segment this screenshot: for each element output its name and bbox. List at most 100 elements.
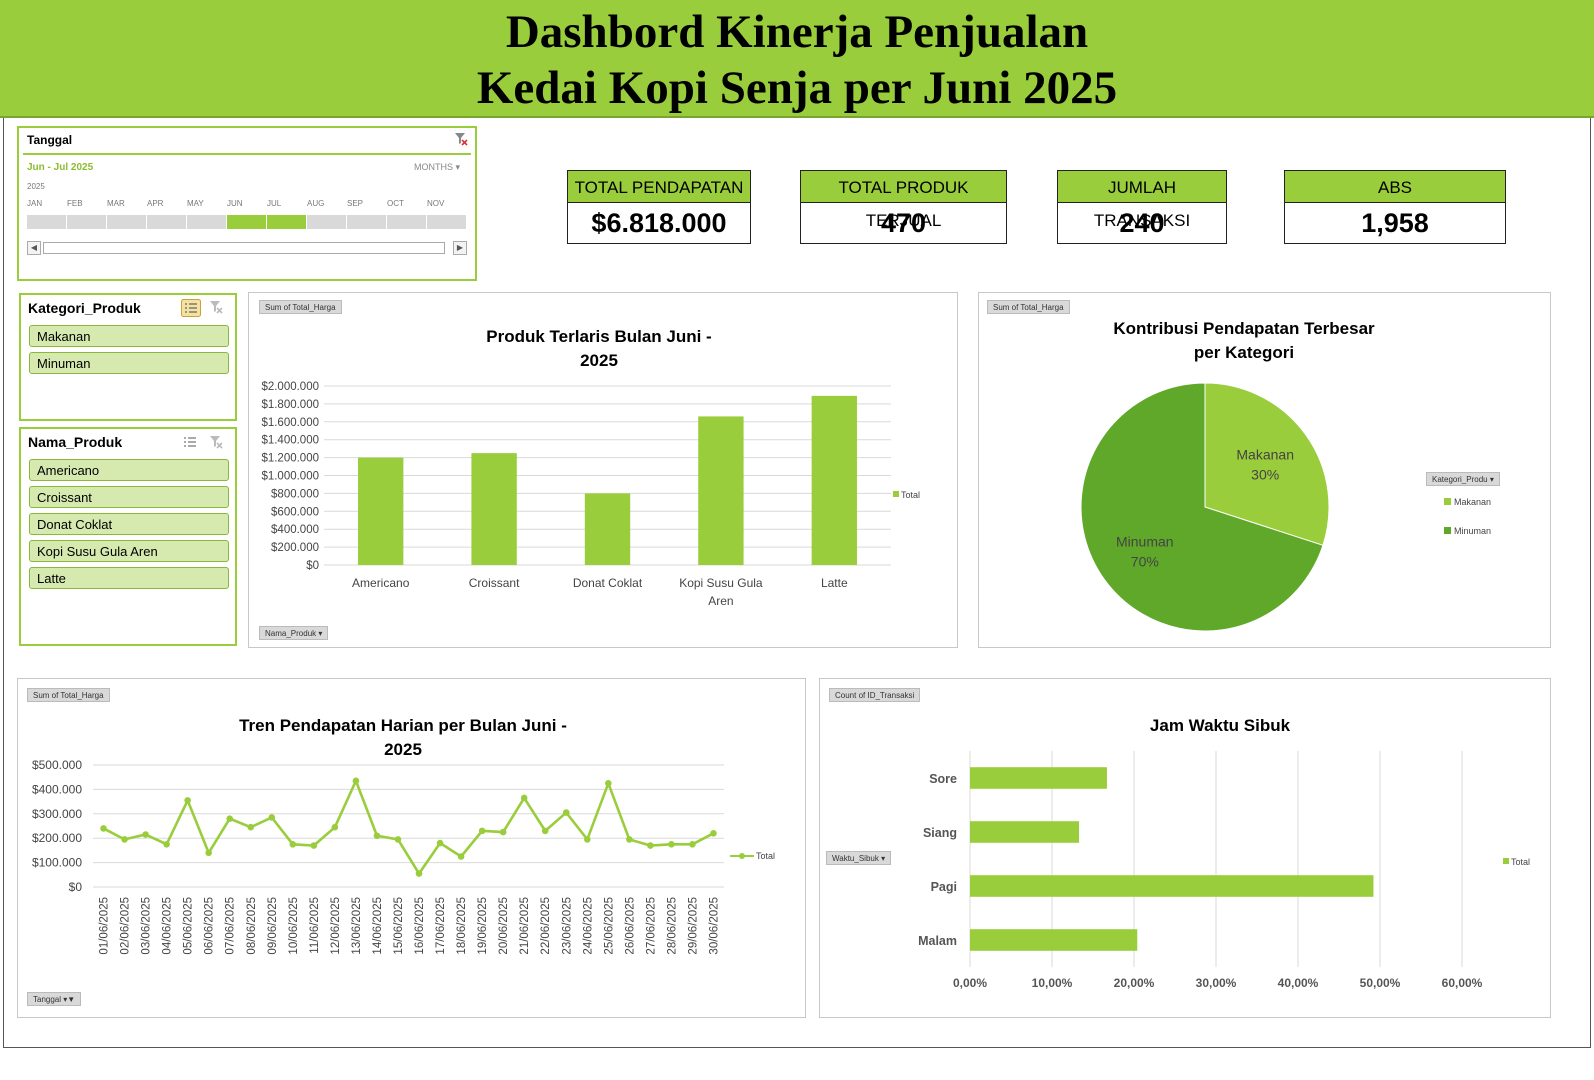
kpi-value: 470 [880,208,927,238]
chart-title-line2: per Kategori [1193,343,1295,362]
y-tick-label: $800.000 [271,488,319,500]
x-tick-label: 03/06/2025 [141,897,153,955]
chart-title-line2: 2025 [384,740,422,759]
filter-clear-icon[interactable] [454,132,468,146]
timeline-month-apr[interactable] [147,215,186,229]
bar-donat-coklat [584,493,631,565]
data-point [415,870,423,877]
x-tick-label: Latte [821,576,848,590]
data-point [226,815,234,822]
chart-title: Jam Waktu Sibuk [1149,716,1291,735]
kpi-value: 240 [1119,208,1165,238]
multi-select-icon[interactable] [181,299,201,317]
legend-label: Makanan [1454,497,1491,507]
legend-field-button[interactable]: Kategori_Produ ▾ [1426,472,1500,486]
axis-field-button[interactable]: Tanggal ▾▼ [27,992,82,1006]
filter-clear-icon[interactable] [209,435,223,449]
timeline-month-oct[interactable] [387,215,426,229]
x-tick-label: 23/06/2025 [561,897,573,955]
slicer-item-minuman[interactable]: Minuman [29,352,229,374]
value-field-button[interactable]: Sum of Total_Harga [987,300,1070,314]
slicer-item-kopi-susu-gula-aren[interactable]: Kopi Susu Gula Aren [29,540,229,562]
scroll-right-icon[interactable]: ▶ [453,241,467,255]
y-tick-label: $1.400.000 [261,435,319,447]
axis-field-button[interactable]: Waktu_Sibuk ▾ [826,851,892,865]
x-tick-label: 15/06/2025 [393,897,405,955]
multi-select-icon[interactable] [183,435,197,449]
timeline-year-label: 2025 [27,182,45,191]
filter-clear-icon[interactable] [209,300,223,314]
y-tick-label: $200.000 [32,831,82,845]
y-tick-label: $1.200.000 [261,453,319,465]
timeline-level-dropdown[interactable]: MONTHS ▾ [414,162,460,173]
x-tick-label: 07/06/2025 [225,897,237,955]
x-tick-label: Americano [352,576,410,590]
axis-field-label: Nama_Produk [265,629,317,638]
series-line-total [102,777,715,876]
tanggal-timeline-slicer[interactable]: Tanggal Jun - Jul 2025 MONTHS ▾ 2025 JAN… [17,126,477,281]
legend-label: Minuman [1454,526,1491,536]
x-tick-label: 05/06/2025 [183,897,195,955]
timeline-month-sep[interactable] [347,215,386,229]
x-tick-label: 26/06/2025 [624,897,636,955]
x-tick-label: 50,00% [1360,976,1401,990]
y-tick-label: $1.800.000 [261,399,319,411]
produk-terlaris-chart-panel: Sum of Total_Harga Produk Terlaris Bulan… [248,292,958,648]
kontribusi-kategori-chart-panel: Sum of Total_Harga Kontribusi Pendapatan… [978,292,1551,648]
timeline-month-label-may: MAY [187,199,204,208]
data-point [541,827,549,835]
x-tick-label: 29/06/2025 [687,897,699,955]
timeline-month-feb[interactable] [67,215,106,229]
slicer-item-croissant[interactable]: Croissant [29,486,229,508]
timeline-title: Tanggal [27,133,73,147]
slicer-item-latte[interactable]: Latte [29,567,229,589]
timeline-month-may[interactable] [187,215,226,229]
legend-label: Total [901,490,920,500]
timeline-month-label-sep: SEP [347,199,364,208]
value-field-button[interactable]: Sum of Total_Harga [27,688,110,702]
value-field-button[interactable]: Count of ID_Transaksi [829,688,921,702]
pie-slice-minuman [1080,382,1324,632]
timeline-scroll-track[interactable] [43,242,445,254]
timeline-month-label-jan: JAN [27,199,43,208]
slicer-item-donat-coklat[interactable]: Donat Coklat [29,513,229,535]
y-tick-label: $100.000 [32,856,82,870]
x-tick-label: 14/06/2025 [372,897,384,955]
bar-malam [970,929,1138,951]
timeline-month-jul[interactable] [267,215,306,229]
x-tick-label: 27/06/2025 [645,897,657,955]
y-tick-label: $0 [306,560,319,572]
y-tick-label: $200.000 [271,542,319,554]
timeline-month-aug[interactable] [307,215,346,229]
tren-pendapatan-line-chart: $0 $100.000 $200.000 $300.000 $400.000 $500.0… [32,758,775,955]
kategori-produk-slicer: Kategori_Produk Makanan Minuman [19,293,237,421]
data-point [499,828,507,836]
x-tick-label: 06/06/2025 [204,897,216,955]
x-tick-label: 20/06/2025 [498,897,510,955]
value-field-button[interactable]: Sum of Total_Harga [259,300,342,314]
axis-field-button[interactable]: Nama_Produk ▾ [259,626,329,640]
x-tick-label: 08/06/2025 [246,897,258,955]
slicer-item-makanan[interactable]: Makanan [29,325,229,347]
data-point [520,794,528,802]
scroll-left-icon[interactable]: ◀ [27,241,41,255]
data-point [689,841,696,848]
timeline-month-nov[interactable] [427,215,466,229]
timeline-month-jun[interactable] [227,215,266,229]
legend-field-label: Kategori_Produ [1432,475,1488,484]
data-point [163,841,170,848]
legend-swatch [1503,858,1509,864]
timeline-month-label-jun: JUN [227,199,243,208]
bar-croissant [471,453,517,565]
timeline-scrollbar[interactable]: ◀ ▶ [27,241,467,255]
dropdown-arrow-icon: ▾ [318,629,323,638]
timeline-month-jan[interactable] [27,215,66,229]
pie-label-percent: 70% [1131,554,1159,570]
x-tick-label: 21/06/2025 [519,897,531,955]
timeline-month-mar[interactable] [107,215,146,229]
y-tick-label: $2.000.000 [261,381,319,393]
x-tick-label: 28/06/2025 [666,897,678,955]
kpi-abs: ABS 1,958 [1284,170,1506,244]
pie-label-name: Minuman [1116,534,1174,550]
slicer-item-americano[interactable]: Americano [29,459,229,481]
